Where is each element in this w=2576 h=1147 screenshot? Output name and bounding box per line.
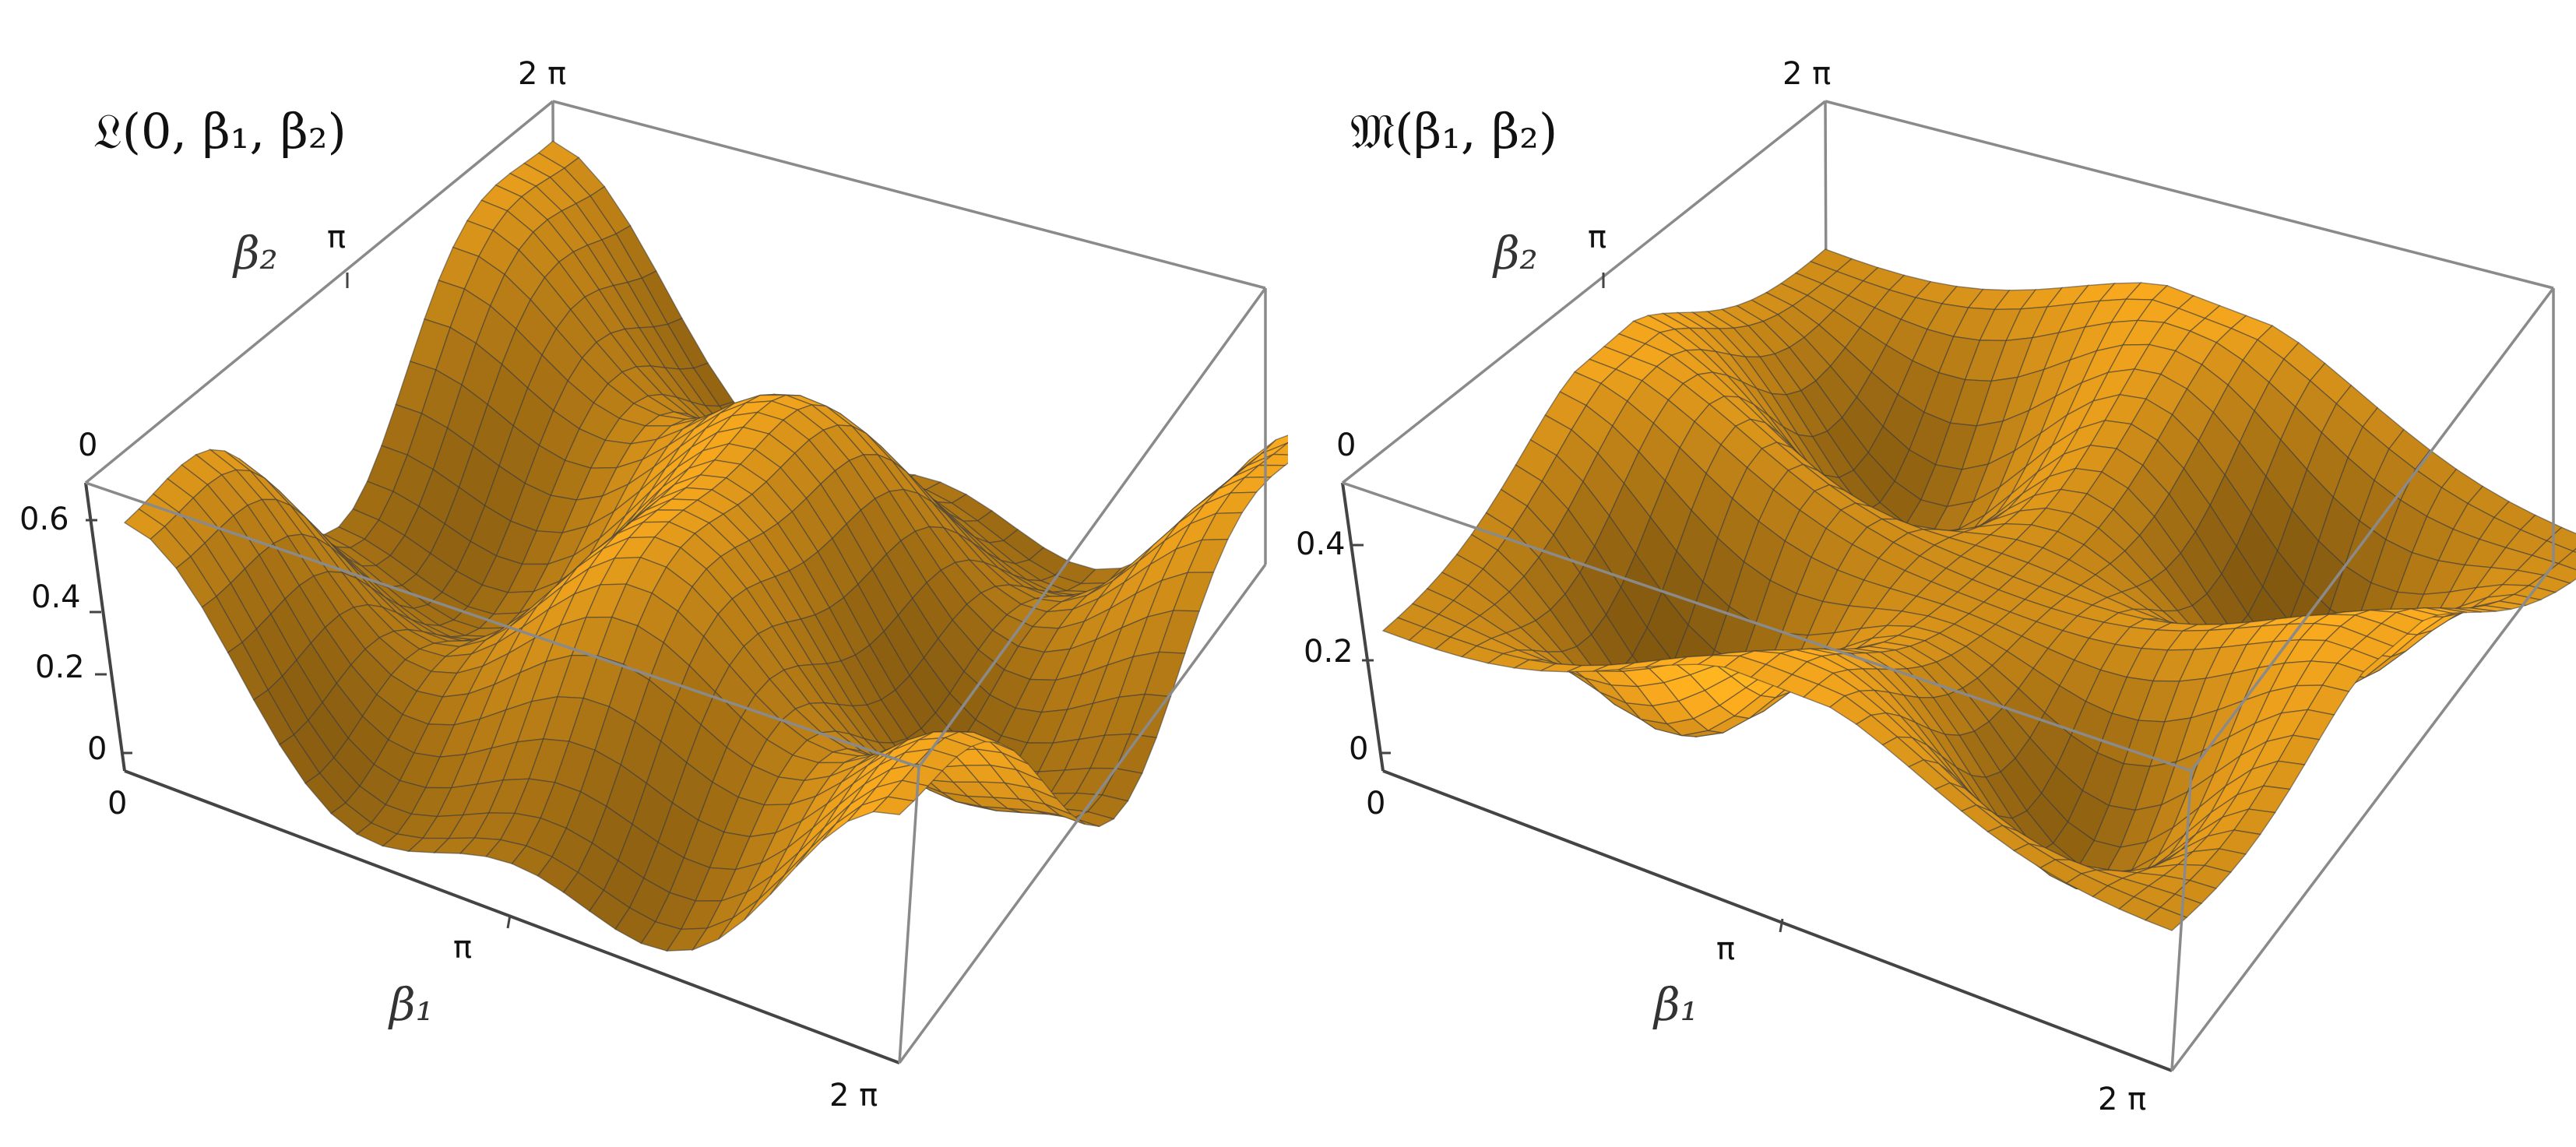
right-ztick-0.2: 0.2 [1304,634,1353,670]
right-surface [1381,248,2576,931]
right-ytick-0: 0 [1336,427,1356,463]
right-xtick-0: 0 [1366,786,1385,822]
right-ztick-0: 0 [1349,731,1368,767]
right-xtick-2pi: 2 π [2098,1082,2146,1117]
right-ylabel: β₂ [1492,227,1538,280]
left-ytick-2pi: 2 π [518,56,566,92]
left-ylabel: β₂ [232,227,278,280]
right-ytick-pi: π [1588,220,1606,255]
left-xlabel: β₁ [388,978,434,1031]
left-ztick-0.4: 0.4 [31,579,81,615]
left-box-front [84,287,1267,1064]
left-xtick-0: 0 [107,786,127,822]
right-surface-plot: 𝔐(β₁, β₂) β₂ β₁ 2 π π 0 0.4 0.2 0 0 π 2 … [1296,56,2576,1117]
surface-patch [872,796,915,815]
left-ztick-0.6: 0.6 [19,501,69,537]
right-plot-panel: 𝔐(β₁, β₂) β₂ β₁ 2 π π 0 0.4 0.2 0 0 π 2 … [1288,0,2576,1147]
right-ztick-0.4: 0.4 [1296,526,1346,562]
right-ytick-2pi: 2 π [1782,56,1831,92]
right-ticks [1352,273,1784,933]
left-ticks [86,273,512,929]
right-chart-title: 𝔐(β₁, β₂) [1350,103,1557,160]
surface-patch [1272,442,1288,456]
left-ytick-0: 0 [78,427,97,463]
surface-patch [2144,906,2188,931]
left-xtick-pi: π [453,930,472,966]
right-xtick-pi: π [1716,931,1735,967]
left-plot-panel: 𝔏(0, β₁, β₂) β₂ β₁ 2 π π 0 0.6 0.4 0.2 0… [19,56,1288,1114]
left-chart-title: 𝔏(0, β₁, β₂) [93,103,347,160]
left-ytick-pi: π [327,220,346,255]
left-ztick-0: 0 [87,731,107,767]
left-surface [123,140,1288,952]
left-surface-plot: 𝔏(0, β₁, β₂) β₂ β₁ 2 π π 0 0.6 0.4 0.2 0… [19,56,1288,1114]
left-xtick-2pi: 2 π [829,1078,878,1114]
right-xlabel: β₁ [1652,978,1698,1031]
left-ztick-0.2: 0.2 [35,649,85,685]
right-box-front [1341,287,2555,1072]
